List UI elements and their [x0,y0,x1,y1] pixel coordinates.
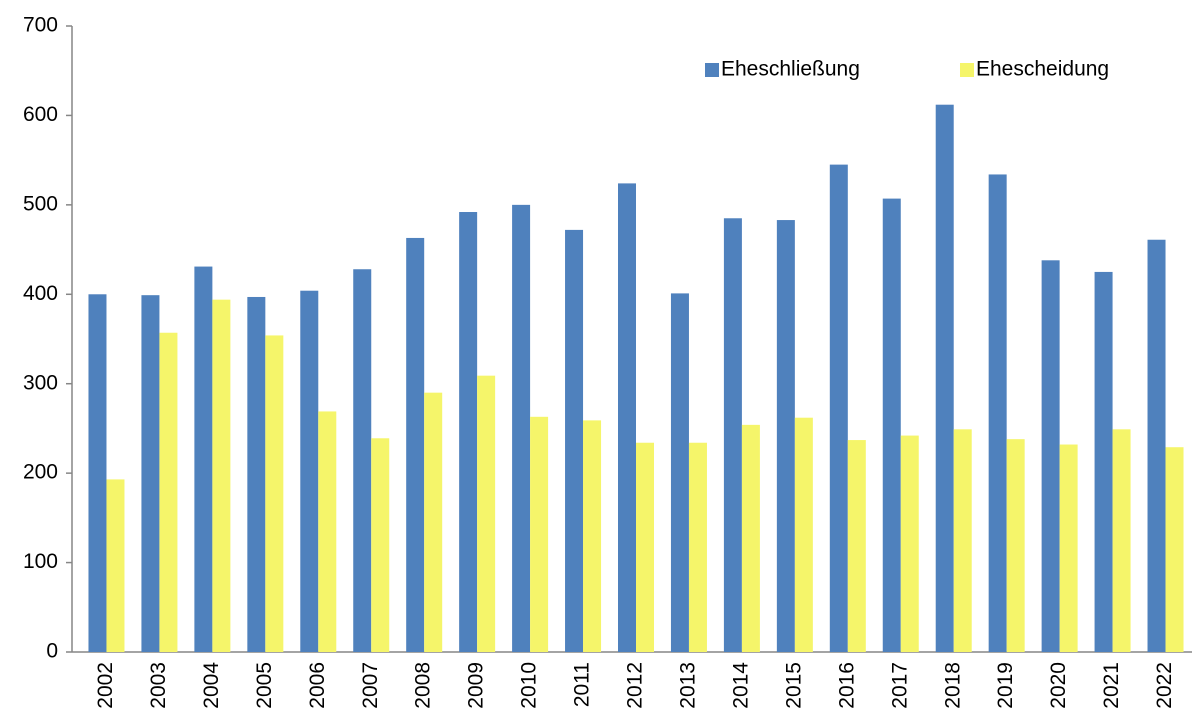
bar [106,479,125,652]
x-tick-label: 2002 [94,662,117,709]
bar [670,293,689,652]
x-tick-label: 2013 [676,662,699,709]
bar [618,183,636,652]
x-tick-label: 2009 [465,662,488,709]
bar [723,218,742,652]
bar [935,104,954,652]
bar [406,237,425,652]
legend-label: Ehescheidung [976,58,1109,81]
bar [741,424,760,652]
bar [988,174,1007,653]
bar [1041,260,1060,652]
x-tick-label: 2014 [729,662,752,709]
x-tick-label: 2010 [518,662,541,709]
x-tick-label: 2020 [1047,662,1070,709]
bar [583,420,602,652]
y-tick-label: 600 [23,103,58,126]
bar [776,220,795,652]
x-tick-label: 2006 [306,662,329,709]
x-tick-label: 2011 [571,662,594,707]
y-tick-label: 300 [23,371,58,394]
x-tick-label: 2012 [624,662,647,709]
bar [300,290,319,652]
bar [1059,444,1078,652]
x-tick-label: 2004 [200,662,223,709]
x-tick-label: 2008 [412,662,435,709]
bar [1147,239,1166,652]
bar [459,212,478,653]
bar [900,435,919,652]
y-tick-label: 200 [23,461,58,484]
bar [530,416,549,652]
bar [847,440,866,652]
y-tick-label: 100 [23,550,58,573]
x-tick-label: 2003 [147,662,170,709]
x-tick-label: 2018 [941,662,964,709]
bar [477,375,496,652]
bar [565,229,584,652]
x-tick-label: 2019 [994,662,1017,709]
x-tick-label: 2016 [835,662,858,709]
legend-label: Eheschließung [721,58,860,81]
bar [88,294,107,652]
bar [265,335,284,652]
x-tick-label: 2021 [1100,662,1123,709]
bar [1006,439,1025,652]
bar [1165,447,1184,652]
bar [636,442,654,652]
bar [247,296,266,652]
bar [688,442,707,652]
legend-swatch [705,63,719,77]
x-tick-label: 2017 [888,662,911,709]
y-tick-label: 400 [23,282,58,305]
x-tick-label: 2022 [1153,662,1176,709]
bar [1094,271,1113,652]
bar [829,164,848,652]
x-tick-label: 2005 [253,662,276,709]
bar [371,438,390,652]
bar [318,411,337,652]
bar [424,392,443,652]
bar [953,429,972,652]
bar [141,295,160,652]
bar [794,417,813,652]
y-tick-label: 0 [46,640,58,663]
y-tick-label: 500 [23,192,58,215]
y-tick-label: 700 [23,14,58,37]
bar [159,332,178,652]
bar [512,204,531,652]
bar [353,269,372,652]
x-tick-label: 2007 [359,662,382,709]
bar [882,198,901,652]
legend-swatch [960,63,974,77]
x-tick-label: 2015 [782,662,805,709]
bar [1112,429,1131,652]
bar [194,266,213,652]
bar [212,299,231,652]
